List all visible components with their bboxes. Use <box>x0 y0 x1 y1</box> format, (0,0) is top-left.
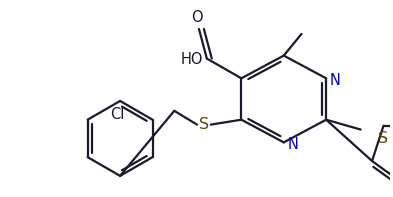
Text: N: N <box>330 73 341 88</box>
Text: S: S <box>378 131 389 146</box>
Text: HO: HO <box>180 52 203 67</box>
Text: S: S <box>199 117 209 132</box>
Text: O: O <box>191 10 203 25</box>
Text: N: N <box>288 137 299 152</box>
Text: Cl: Cl <box>110 107 124 122</box>
